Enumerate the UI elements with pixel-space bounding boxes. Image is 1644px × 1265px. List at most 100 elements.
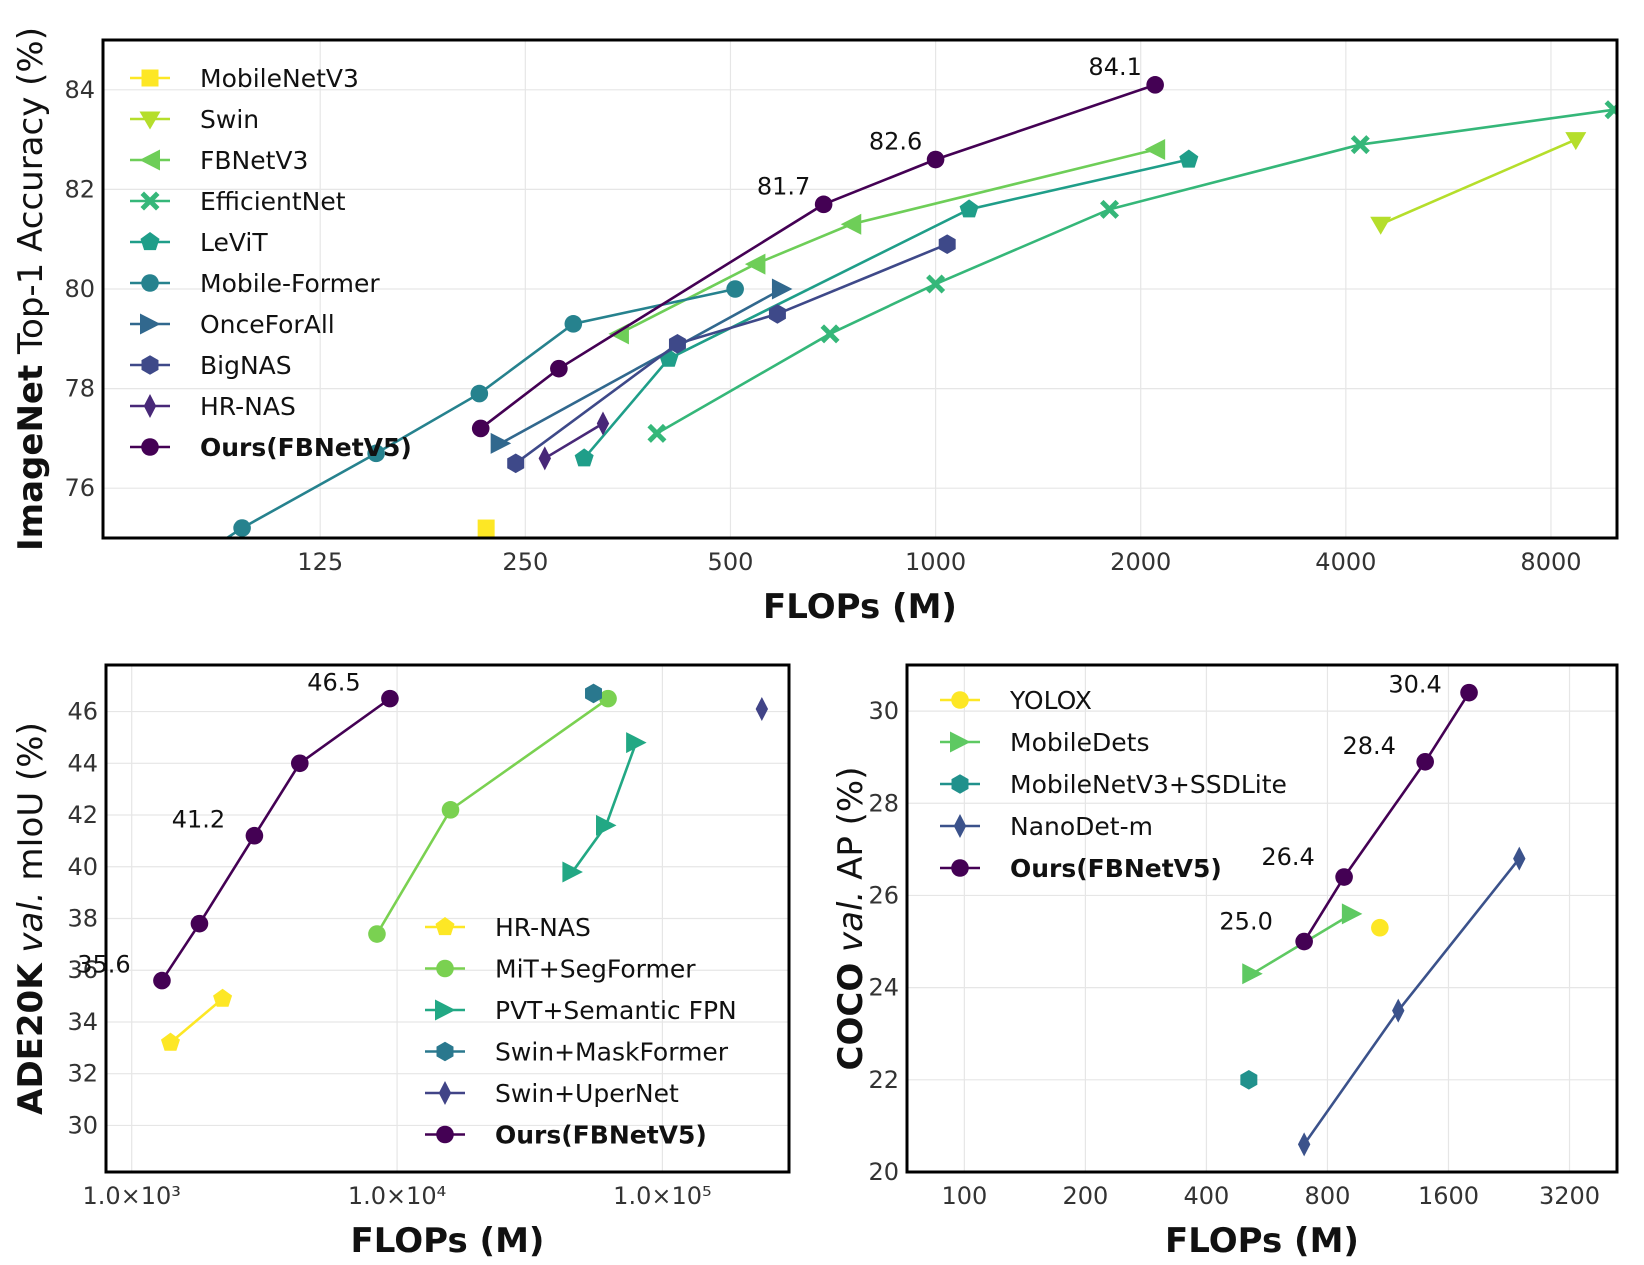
legend-label: Swin+MaskFormer [495, 1038, 729, 1067]
data-point [596, 814, 617, 836]
legend-marker [143, 394, 157, 418]
data-point [562, 861, 583, 883]
legend-item-ours-fbnetv5: Ours(FBNetV5) [130, 433, 412, 462]
y-tick-label: 20 [868, 1158, 899, 1186]
y-tick-label: 28 [868, 789, 899, 817]
legend: MobileNetV3 Swin FBNetV3 EfficientNet LeViT M… [130, 64, 412, 462]
data-label: 26.4 [1261, 843, 1314, 871]
data-point [538, 446, 551, 471]
y-tick-label: 26 [868, 881, 899, 909]
series-ours-fbnetv5 [1295, 683, 1478, 951]
legend-item-swin-maskformer: Swin+MaskFormer [425, 1038, 729, 1067]
data-point [574, 448, 594, 467]
series-efficientnet [647, 100, 1617, 443]
series-line [1303, 691, 1471, 943]
x-axis-title: FLOPs (M) [763, 587, 957, 627]
legend-marker [141, 69, 159, 87]
legend-item-hr-nas: HR-NAS [130, 392, 296, 421]
data-point [647, 423, 667, 443]
legend-label: Ours(FBNetV5) [495, 1121, 707, 1150]
series-hr-nas [538, 411, 610, 471]
data-label: 82.6 [869, 128, 922, 156]
x-tick-label: 400 [1184, 1182, 1230, 1210]
legend-marker [141, 355, 159, 375]
y-tick-label: 76 [64, 474, 95, 502]
y-tick-label: 44 [67, 749, 98, 777]
legend-label: MobileNetV3 [200, 64, 359, 93]
data-point [245, 826, 264, 845]
data-point [585, 683, 602, 704]
legend-item-swin-upernet: Swin+UperNet [425, 1079, 679, 1108]
legend-marker [436, 1041, 454, 1062]
legend-item-yolox: YOLOX [940, 686, 1092, 715]
data-label: 84.1 [1088, 53, 1141, 81]
x-axis-title: FLOPs (M) [1165, 1221, 1359, 1261]
data-point [1370, 216, 1392, 235]
data-label: 25.0 [1219, 908, 1272, 936]
data-point [599, 689, 617, 708]
data-point [959, 199, 979, 218]
data-point [490, 432, 512, 454]
y-tick-label: 30 [67, 1111, 98, 1139]
legend-label: EfficientNet [200, 187, 346, 216]
data-point [755, 696, 769, 721]
legend-item-mit-segformer: MiT+SegFormer [425, 955, 696, 984]
y-tick-label: 78 [64, 375, 95, 403]
y-axis-title: COCO val. AP (%) [831, 767, 871, 1071]
plot-frame [101, 38, 1619, 540]
x-tick-label: 1600 [1418, 1182, 1479, 1210]
series-ours-fbnetv5 [471, 76, 1164, 438]
data-point [768, 304, 786, 324]
x-tick-label: 3200 [1539, 1182, 1600, 1210]
data-point [291, 754, 309, 773]
series-line [1380, 138, 1577, 226]
y-tick-label: 38 [67, 905, 98, 933]
y-tick-label: 34 [67, 1008, 98, 1036]
data-point [1341, 903, 1363, 925]
series-swin [1370, 132, 1587, 235]
legend-label: Ours(FBNetV5) [1010, 854, 1222, 883]
data-point [470, 384, 489, 403]
x-axis-title: FLOPs (M) [351, 1221, 545, 1261]
legend-marker [435, 999, 456, 1021]
data-point [840, 213, 862, 235]
x-tick-label: 1.0×10⁵ [613, 1182, 711, 1210]
data-point [1350, 135, 1370, 155]
x-tick-label: 4000 [1315, 548, 1376, 576]
data-point [1335, 868, 1353, 886]
gridlines [106, 665, 789, 1172]
legend-marker [438, 1081, 452, 1105]
series-nanodet-m [1297, 846, 1526, 1157]
legend: HR-NAS MiT+SegFormer PVT+Semantic FPN Swin+… [425, 913, 737, 1150]
legend-item-pvt-semantic-fpn: PVT+Semantic FPN [425, 996, 737, 1025]
data-point [1513, 846, 1526, 871]
data-point [596, 411, 610, 436]
data-label: 35.6 [77, 951, 130, 979]
data-point [153, 971, 171, 990]
legend-item-mobile-former: Mobile-Former [130, 269, 380, 298]
data-point [626, 732, 647, 754]
series-ours-fbnetv5 [153, 689, 399, 990]
legend-label: HR-NAS [495, 913, 591, 942]
data-label: 81.7 [757, 172, 810, 200]
imagenet-chart: 125 250 500 1000 2000 4000 8000 76 78 80 82 84 84.1 8… [11, 27, 1619, 627]
data-point [507, 453, 525, 474]
data-point [1295, 932, 1313, 951]
series-yolox [1371, 918, 1389, 937]
legend-item-mobiledets: MobileDets [940, 728, 1149, 757]
legend-marker [140, 313, 161, 335]
series-line [583, 158, 1190, 460]
legend-label: MobileDets [1010, 728, 1149, 757]
data-point [368, 925, 386, 943]
series-line [500, 287, 783, 445]
series-pvt-semantic-fpn [562, 732, 647, 883]
x-tick-label: 800 [1305, 1182, 1351, 1210]
data-point [1144, 139, 1166, 161]
legend-item-efficientnet: EfficientNet [130, 187, 346, 216]
legend-item-ours-fbnetv5: Ours(FBNetV5) [940, 854, 1222, 883]
x-tick-label: 200 [1062, 1182, 1108, 1210]
legend-item-mobilenetv3-ssdlite: MobileNetV3+SSDLite [940, 770, 1287, 799]
y-tick-label: 36 [67, 956, 98, 984]
legend-marker [951, 691, 969, 709]
data-point [820, 324, 840, 344]
